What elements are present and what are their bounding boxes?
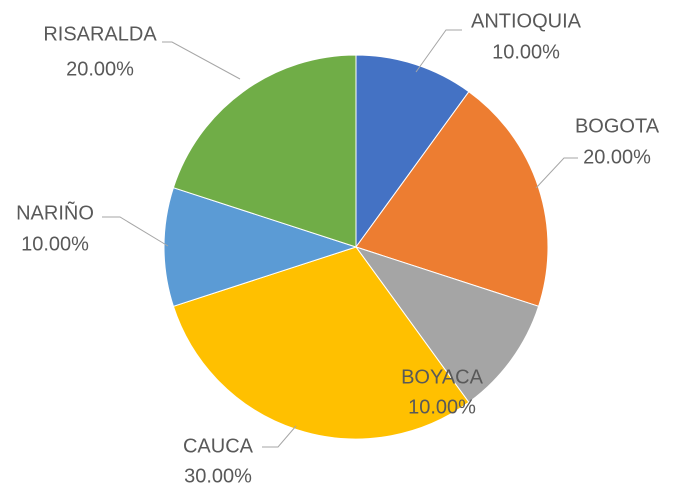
slice-value-label: 30.00% — [184, 465, 252, 487]
slice-label: BOYACA — [401, 366, 484, 388]
slice-value-label: 20.00% — [66, 58, 134, 80]
slice-value-label: 10.00% — [21, 233, 89, 255]
slice-label: NARIÑO — [16, 200, 94, 224]
pie-slice — [354, 246, 540, 404]
slice-value-label: 10.00% — [492, 41, 560, 63]
slice-value-label: 10.00% — [408, 396, 476, 418]
leader-line — [262, 425, 297, 448]
leader-line — [102, 216, 169, 247]
pie-slice — [355, 54, 470, 249]
leader-line — [415, 29, 462, 73]
pie-slice — [172, 246, 470, 440]
slice-value-label: 20.00% — [583, 146, 651, 168]
slice-label: ANTIOQUIA — [471, 10, 582, 32]
slice-label: BOGOTA — [575, 115, 660, 137]
leader-line — [162, 41, 241, 80]
pie-slice — [355, 90, 549, 307]
slice-label: RISARALDA — [43, 23, 157, 45]
leader-line — [535, 157, 578, 189]
pie-slice — [163, 187, 358, 307]
slice-label: CAUCA — [183, 435, 254, 457]
pie-slice — [172, 54, 357, 248]
